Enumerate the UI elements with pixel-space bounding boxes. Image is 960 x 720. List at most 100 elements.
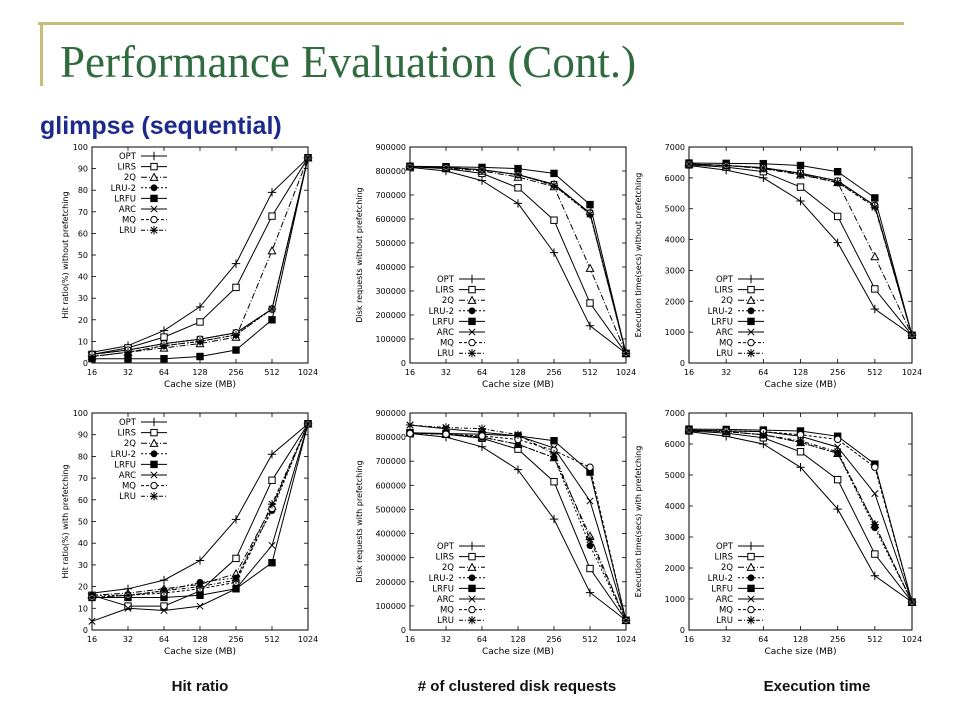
- data-point: [195, 582, 205, 591]
- data-point: [870, 251, 880, 261]
- data-point: [550, 437, 558, 445]
- legend-marker: [149, 226, 159, 235]
- y-tick-label: 60: [78, 229, 88, 238]
- data-point: [796, 448, 805, 456]
- x-tick-label: 256: [228, 635, 243, 644]
- x-tick-label: 64: [758, 635, 768, 644]
- legend-marker: [746, 541, 756, 551]
- legend-label: MQ: [719, 339, 733, 349]
- legend-marker: [150, 450, 158, 458]
- legend-label: LRU: [437, 616, 454, 626]
- y-tick-label: 200000: [375, 578, 406, 587]
- legend-label: ARC: [716, 328, 733, 338]
- series-lru: [684, 159, 917, 340]
- data-point: [684, 159, 694, 169]
- legend-marker: [467, 349, 477, 358]
- data-point: [231, 515, 241, 524]
- x-tick-label: 1024: [902, 635, 922, 644]
- x-axis-label: Cache size (MB): [482, 647, 554, 657]
- legend-label: 2Q: [721, 296, 733, 306]
- y-tick-label: 80: [78, 186, 88, 195]
- legend-marker: [149, 151, 159, 161]
- legend-label: MQ: [440, 606, 454, 616]
- x-tick-label: 16: [405, 368, 415, 377]
- legend-label: OPT: [437, 275, 455, 285]
- legend-label: ARC: [437, 328, 454, 338]
- legend-marker: [747, 285, 755, 294]
- x-tick-label: 1024: [298, 635, 318, 644]
- legend-label: LRU-2: [111, 450, 136, 460]
- legend-label: LRFU: [114, 460, 136, 470]
- legend-marker: [150, 428, 158, 437]
- x-tick-label: 32: [441, 368, 451, 377]
- series-lru: [405, 162, 631, 358]
- legend-marker: [150, 471, 158, 479]
- data-point: [513, 170, 523, 179]
- data-point: [268, 476, 276, 484]
- legend-marker: [747, 574, 755, 582]
- legend-label: LRU: [437, 349, 454, 359]
- data-point: [871, 463, 879, 471]
- data-point: [833, 447, 842, 456]
- legend-label: 2Q: [124, 439, 136, 449]
- y-tick-label: 80: [78, 452, 88, 461]
- legend-marker: [747, 307, 755, 315]
- data-point: [550, 169, 558, 178]
- x-axis-label: Cache size (MB): [764, 647, 836, 657]
- data-point: [406, 429, 414, 438]
- legend-marker: [150, 460, 158, 469]
- data-point: [586, 299, 594, 307]
- data-point: [549, 514, 559, 524]
- data-point: [721, 161, 731, 170]
- y-tick-label: 3000: [665, 533, 685, 542]
- legend-label: LRFU: [114, 194, 136, 204]
- data-point: [549, 449, 559, 459]
- data-point: [478, 432, 486, 440]
- data-point: [870, 571, 880, 580]
- data-point: [405, 162, 415, 171]
- x-tick-label: 256: [546, 635, 561, 644]
- legend-marker: [467, 541, 477, 551]
- slide-title: Performance Evaluation (Cont.): [60, 37, 637, 87]
- x-tick-label: 16: [87, 635, 97, 644]
- data-point: [196, 352, 204, 361]
- data-point: [796, 196, 805, 206]
- y-tick-label: 500000: [375, 239, 406, 248]
- legend-marker: [150, 184, 158, 192]
- y-tick-label: 7000: [665, 143, 685, 152]
- y-axis-label: Hit ratio(%) with prefetching: [61, 464, 70, 578]
- legend-marker: [467, 295, 477, 304]
- data-point: [833, 504, 842, 514]
- data-point: [833, 435, 842, 444]
- data-point: [441, 423, 451, 432]
- y-tick-label: 2000: [665, 297, 685, 306]
- data-point: [796, 183, 805, 191]
- x-tick-label: 32: [441, 635, 451, 644]
- x-tick-label: 1024: [616, 368, 636, 377]
- data-point: [907, 331, 917, 340]
- data-point: [195, 302, 205, 312]
- y-tick-label: 100000: [375, 602, 406, 611]
- x-tick-label: 32: [721, 368, 731, 377]
- legend-label: LIRS: [435, 286, 454, 296]
- x-tick-label: 16: [87, 368, 97, 377]
- data-point: [759, 430, 768, 439]
- y-tick-label: 900000: [375, 143, 406, 152]
- legend-label: LRU: [119, 492, 136, 502]
- data-point: [267, 245, 277, 255]
- legend-marker: [149, 492, 159, 501]
- legend-marker: [467, 274, 477, 284]
- x-tick-label: 256: [546, 368, 561, 377]
- legend-marker: [468, 605, 476, 614]
- legend-label: OPT: [716, 542, 734, 552]
- legend-marker: [149, 438, 159, 447]
- legend-marker: [468, 285, 476, 294]
- x-tick-label: 128: [793, 368, 808, 377]
- legend-marker: [747, 317, 755, 326]
- data-point: [477, 176, 487, 185]
- y-tick-label: 600000: [375, 481, 406, 490]
- legend-label: 2Q: [721, 563, 733, 573]
- data-point: [231, 330, 241, 340]
- y-axis-label: Execution time(secs) with prefetching: [634, 446, 643, 598]
